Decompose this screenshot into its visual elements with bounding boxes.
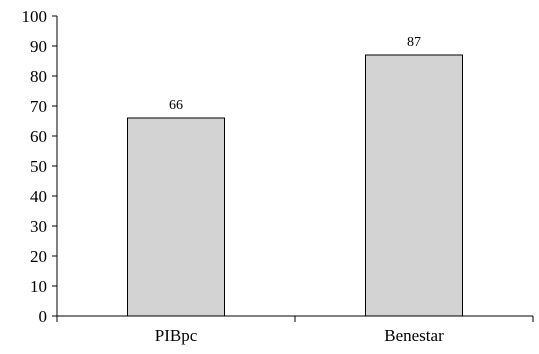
x-axis: PIBpc Benestar <box>56 315 534 345</box>
y-tick-label: 30 <box>30 217 47 236</box>
data-label: 66 <box>169 98 183 113</box>
y-tick-label: 10 <box>30 277 47 296</box>
data-label: 87 <box>407 35 421 50</box>
y-tick-label: 60 <box>30 127 47 146</box>
y-tick-label: 20 <box>30 247 47 266</box>
y-tick-label: 90 <box>30 37 47 56</box>
bar-benestar <box>365 54 463 317</box>
y-tick-label: 100 <box>22 7 48 26</box>
y-tick-label: 0 <box>39 307 48 326</box>
bar-pibpc <box>127 117 225 317</box>
y-tick-label: 70 <box>30 97 47 116</box>
y-tick-label: 80 <box>30 67 47 86</box>
y-tick-label: 40 <box>30 187 47 206</box>
x-category-label: Benestar <box>384 326 444 345</box>
x-category-label: PIBpc <box>155 326 198 345</box>
y-axis: 0 10 20 30 40 50 60 70 80 90 100 <box>22 7 58 326</box>
y-tick-label: 50 <box>30 157 47 176</box>
bars: 66 87 <box>127 35 463 317</box>
